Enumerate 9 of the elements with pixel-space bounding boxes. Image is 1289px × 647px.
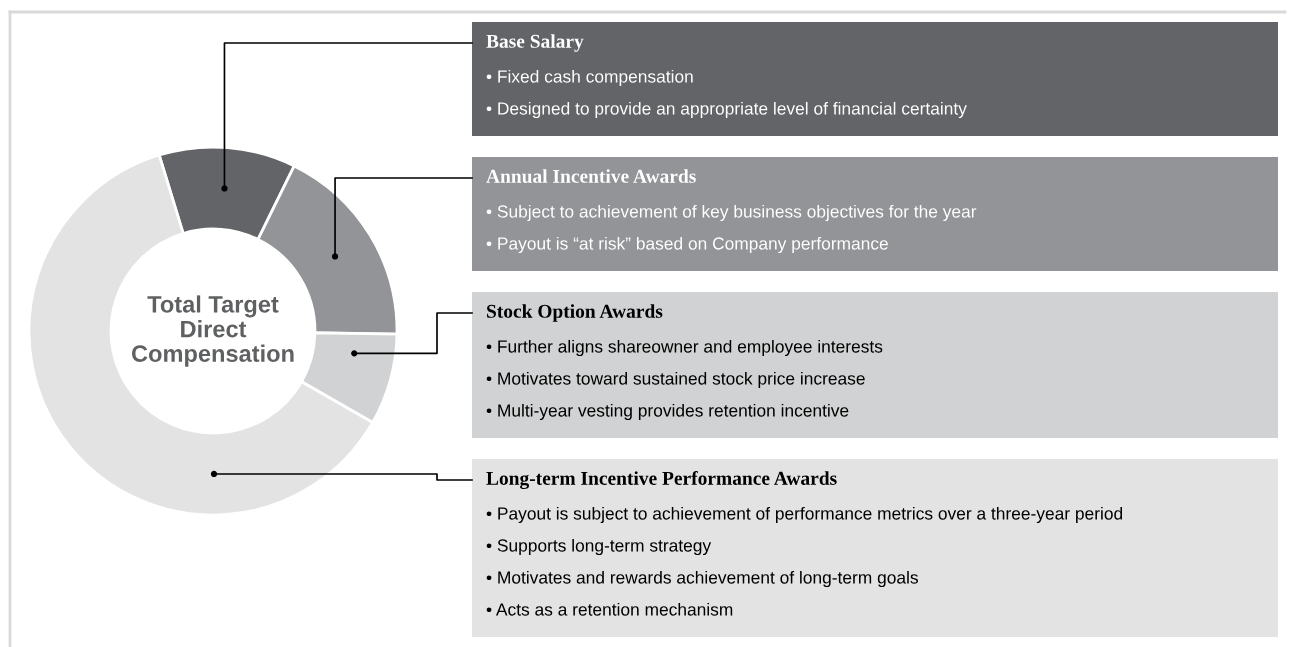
- slice-label: Annual Incentive Awards: [486, 169, 696, 183]
- slice-label: Base Salary: [486, 34, 584, 52]
- slice-label: Stock Option Awards: [487, 304, 663, 322]
- text: • Payout is subject to achievement of performance metrics over a three-year period • Supports long-term strategy • Motivates and rewards achievement of long-term goals • Acts as a retention mechanism: [486, 506, 1123, 616]
- text: • Further aligns shareowner and employee interests • Motivates toward sustained stock price increase • Multi-year vesting provides retention incentive: [486, 339, 883, 421]
- text: • Fixed cash compensation • Designed to provide an appropriate level of financial certainty: [486, 69, 967, 119]
- text: • Subject to achievement of key business objectives for the year • Payout is “at risk” based on Company performance: [486, 204, 977, 254]
- slice-label: Long-term Incentive Performance Awards: [486, 471, 837, 489]
- text: Total Target Direct Compensation: [131, 295, 294, 367]
